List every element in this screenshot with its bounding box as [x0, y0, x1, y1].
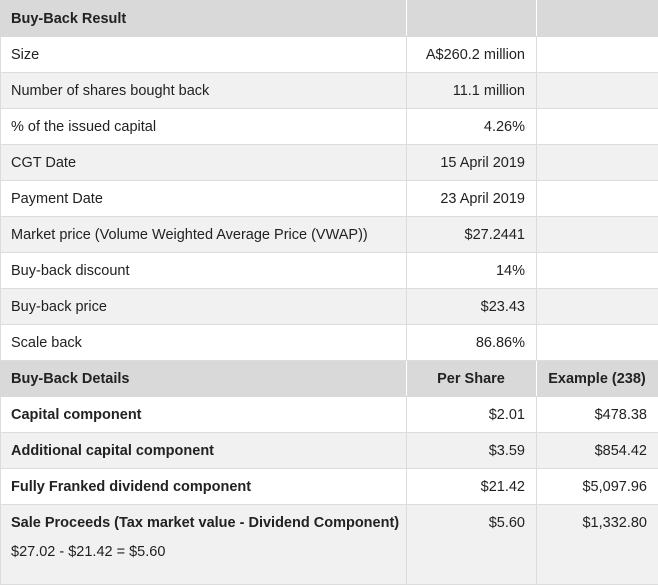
table-row: CGT Date 15 April 2019 [0, 144, 658, 181]
row-label: Scale back [0, 324, 407, 361]
row-extra [536, 252, 658, 289]
details-header-per-share: Per Share [406, 360, 537, 397]
table-row: Fully Franked dividend component $21.42 … [0, 468, 658, 505]
row-value: A$260.2 million [406, 36, 537, 73]
details-header-row: Buy-Back Details Per Share Example (238) [0, 360, 658, 397]
table-row: Buy-back discount 14% [0, 252, 658, 289]
row-label: Buy-back price [0, 288, 407, 325]
row-label: Market price (Volume Weighted Average Pr… [0, 216, 407, 253]
table-row: % of the issued capital 4.26% [0, 108, 658, 145]
row-example: $5,097.96 [536, 468, 658, 505]
row-value: 86.86% [406, 324, 537, 361]
sale-proceeds-cell: Sale Proceeds (Tax market value - Divide… [0, 504, 407, 585]
table-row: Payment Date 23 April 2019 [0, 180, 658, 217]
row-value: 11.1 million [406, 72, 537, 109]
row-label: Payment Date [0, 180, 407, 217]
result-header-row: Buy-Back Result [0, 0, 658, 37]
table-row: Size A$260.2 million [0, 36, 658, 73]
row-label: Capital component [0, 396, 407, 433]
row-example: $854.42 [536, 432, 658, 469]
row-example: $478.38 [536, 396, 658, 433]
row-extra [536, 216, 658, 253]
result-header-title: Buy-Back Result [0, 0, 407, 37]
row-value: 23 April 2019 [406, 180, 537, 217]
table-row: Capital component $2.01 $478.38 [0, 396, 658, 433]
row-extra [536, 288, 658, 325]
row-value: $23.43 [406, 288, 537, 325]
row-label: Fully Franked dividend component [0, 468, 407, 505]
row-per-share: $3.59 [406, 432, 537, 469]
row-label: Sale Proceeds (Tax market value - Divide… [11, 515, 400, 531]
row-label: Number of shares bought back [0, 72, 407, 109]
result-header-col3 [536, 0, 658, 37]
row-label: Size [0, 36, 407, 73]
row-extra [536, 36, 658, 73]
row-per-share: $5.60 [406, 504, 537, 585]
row-extra [536, 72, 658, 109]
details-header-title: Buy-Back Details [0, 360, 407, 397]
row-label: CGT Date [0, 144, 407, 181]
table-row: Additional capital component $3.59 $854.… [0, 432, 658, 469]
row-extra [536, 180, 658, 217]
row-label: % of the issued capital [0, 108, 407, 145]
row-extra [536, 324, 658, 361]
details-header-example: Example (238) [536, 360, 658, 397]
row-example: $1,332.80 [536, 504, 658, 585]
row-value: 14% [406, 252, 537, 289]
row-extra [536, 108, 658, 145]
table-row: Scale back 86.86% [0, 324, 658, 361]
row-formula: $27.02 - $21.42 = $5.60 [11, 544, 166, 560]
result-header-col2 [406, 0, 537, 37]
table-row: Buy-back price $23.43 [0, 288, 658, 325]
row-value: $27.2441 [406, 216, 537, 253]
table-row: Sale Proceeds (Tax market value - Divide… [0, 504, 658, 585]
row-extra [536, 144, 658, 181]
row-value: 4.26% [406, 108, 537, 145]
table-row: Number of shares bought back 11.1 millio… [0, 72, 658, 109]
row-label: Additional capital component [0, 432, 407, 469]
table-row: Market price (Volume Weighted Average Pr… [0, 216, 658, 253]
row-per-share: $2.01 [406, 396, 537, 433]
row-label: Buy-back discount [0, 252, 407, 289]
row-value: 15 April 2019 [406, 144, 537, 181]
row-per-share: $21.42 [406, 468, 537, 505]
